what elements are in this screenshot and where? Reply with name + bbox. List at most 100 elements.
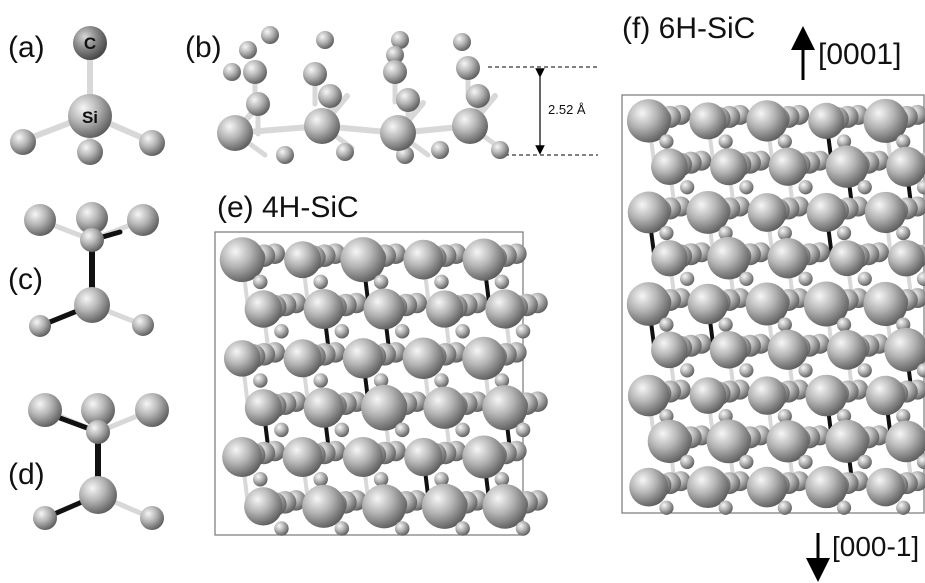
atom [283, 339, 322, 378]
atom [626, 99, 671, 143]
atom [718, 134, 733, 149]
atom [651, 148, 688, 186]
atom [808, 102, 845, 139]
atom [829, 240, 865, 277]
atom [747, 376, 787, 415]
atom [777, 500, 792, 515]
atom [687, 283, 729, 325]
atom [485, 289, 525, 329]
atom [767, 329, 808, 370]
atom [29, 315, 51, 337]
atom [423, 386, 466, 429]
atom [421, 483, 468, 529]
atom [825, 419, 869, 463]
atom [707, 236, 750, 280]
atom [132, 314, 154, 336]
atom [373, 373, 389, 388]
atom [253, 471, 268, 487]
atom [253, 274, 268, 290]
atom [223, 340, 261, 377]
atom [244, 389, 282, 427]
atom [383, 60, 407, 84]
atom [217, 115, 253, 151]
atom [746, 466, 788, 508]
atom [313, 274, 328, 290]
atom [706, 419, 751, 464]
atom [434, 274, 449, 290]
atom [253, 373, 268, 388]
atom [76, 202, 108, 234]
atom [836, 500, 852, 515]
atom [494, 471, 510, 487]
atom [313, 373, 328, 388]
atom [363, 288, 405, 330]
carbon-atom [73, 26, 107, 60]
atom [140, 506, 164, 530]
layer-spacing-label: 2.52 Å [548, 102, 586, 117]
atom [836, 225, 852, 241]
atom [462, 336, 506, 380]
atom [836, 134, 852, 149]
atom [276, 146, 294, 164]
atom [86, 420, 110, 444]
direction-up-label: [0001] [818, 38, 902, 71]
atom [455, 323, 470, 339]
atom [827, 329, 867, 370]
atom [431, 141, 449, 159]
atom [798, 363, 813, 378]
atom [689, 377, 727, 414]
atom [629, 467, 669, 507]
atom [887, 239, 925, 277]
atom [282, 437, 323, 477]
atom [244, 487, 283, 526]
atom [739, 454, 754, 470]
atom [767, 237, 809, 279]
atom [303, 62, 327, 86]
atom [244, 290, 283, 328]
atom [659, 225, 674, 241]
atom [380, 115, 416, 151]
atom [896, 500, 911, 515]
atom [284, 241, 322, 279]
atom [391, 31, 409, 49]
atom [627, 374, 670, 417]
atom [219, 237, 265, 283]
panel-a-label: (a) [8, 31, 45, 64]
atom [434, 471, 449, 487]
atom [80, 228, 104, 252]
atom [825, 145, 869, 188]
atom [362, 484, 407, 529]
atom [334, 323, 350, 339]
atom [647, 419, 692, 464]
atom [223, 63, 241, 81]
atom [361, 384, 408, 431]
atom [709, 330, 748, 369]
atom [462, 435, 506, 479]
atom [627, 191, 670, 234]
atom [482, 483, 528, 529]
atom [303, 288, 344, 330]
atom [805, 374, 848, 417]
panel-b-label: (b) [185, 31, 222, 64]
atom [739, 180, 754, 195]
atom [303, 387, 344, 428]
atom [425, 290, 464, 328]
panel-d-label: (d) [8, 458, 45, 491]
atom [857, 363, 872, 378]
atom [455, 422, 470, 438]
atom [798, 180, 813, 195]
atom [342, 338, 384, 379]
panel-c-label: (c) [8, 263, 43, 296]
atom [777, 225, 792, 241]
atom [334, 422, 350, 438]
direction-down-label: [000-1] [832, 531, 920, 562]
atom [394, 323, 410, 339]
atom [745, 282, 789, 326]
atom [718, 500, 733, 515]
atom [74, 287, 110, 323]
atom [896, 225, 911, 241]
atom [806, 192, 846, 233]
atom [836, 317, 852, 332]
atom [386, 46, 404, 64]
atom [710, 148, 748, 186]
